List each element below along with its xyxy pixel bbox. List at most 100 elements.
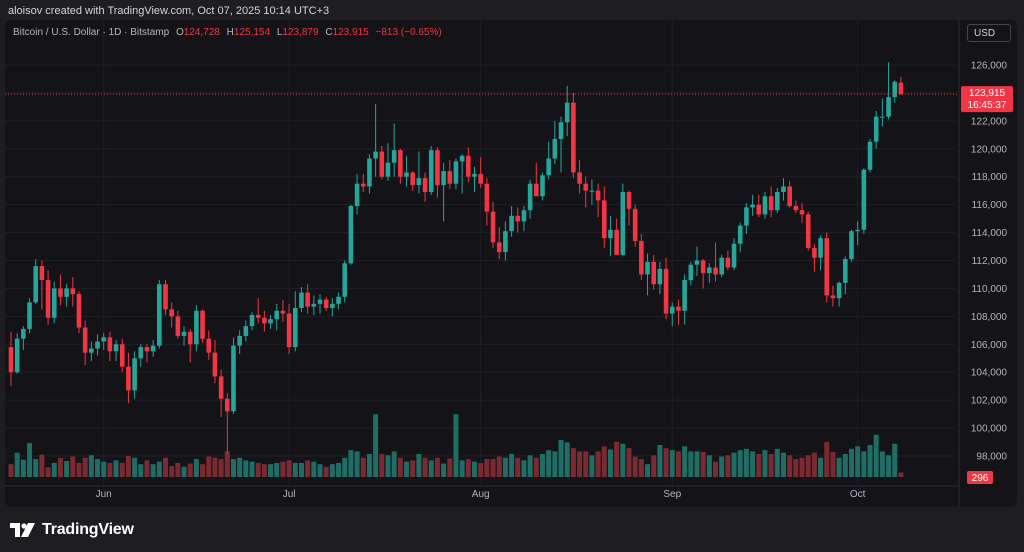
candle-body — [645, 261, 650, 275]
volume-bar — [756, 453, 762, 477]
candle-body — [286, 313, 292, 348]
volume-bar — [527, 455, 533, 477]
legend-high-label: H — [226, 27, 234, 38]
volume-bar — [286, 460, 292, 477]
candle-body — [571, 102, 576, 173]
volume-bar — [675, 451, 681, 477]
volume-bar — [855, 446, 861, 477]
candle-body — [608, 229, 613, 239]
candle-body — [169, 309, 174, 317]
volume-bar — [249, 461, 255, 477]
volume-bar — [20, 459, 26, 477]
volume-bar — [570, 448, 576, 477]
candle-body — [274, 310, 280, 320]
candle-body — [867, 141, 873, 170]
candle-body — [589, 190, 595, 192]
candle-body — [595, 190, 601, 201]
candle-body — [280, 310, 286, 314]
y-tick-label: 102,000 — [971, 396, 1008, 407]
candle-body — [453, 161, 459, 184]
candle-body — [311, 303, 317, 307]
candle-body — [64, 288, 69, 297]
volume-bar — [781, 452, 786, 477]
candle-body — [398, 150, 403, 177]
currency-button[interactable]: USD — [967, 24, 1011, 42]
volume-bar — [45, 467, 51, 477]
candle-body — [39, 266, 45, 281]
volume-bar — [669, 450, 675, 477]
candle-body — [478, 173, 483, 184]
volume-bar — [138, 464, 144, 477]
volume-bar — [163, 457, 168, 477]
volume-bar — [292, 462, 298, 477]
volume-bar — [638, 459, 644, 477]
candle-body — [509, 215, 514, 232]
volume-bar — [830, 452, 836, 477]
candle-body — [496, 242, 502, 253]
candle-body — [824, 238, 830, 296]
volume-bar — [88, 455, 94, 477]
candle-body — [187, 331, 193, 345]
volume-bar — [132, 457, 138, 477]
candle-body — [379, 151, 385, 177]
candle-body — [76, 294, 82, 328]
volume-bar — [713, 461, 719, 477]
candle-body — [212, 352, 218, 377]
candle-body — [577, 172, 582, 184]
candle-body — [657, 268, 663, 285]
volume-bar — [385, 455, 391, 477]
volume-bar — [459, 460, 465, 477]
price-chart[interactable]: 126,000124,000122,000120,000118,000116,0… — [5, 20, 1017, 507]
volume-bar — [546, 450, 552, 477]
candle-body — [299, 292, 304, 308]
volume-bar — [237, 457, 243, 477]
chart-panel[interactable]: 126,000124,000122,000120,000118,000116,0… — [5, 20, 1017, 507]
volume-bar — [768, 453, 774, 477]
volume-bar — [373, 414, 379, 477]
volume-bar — [811, 452, 817, 477]
candle-body — [101, 337, 106, 342]
y-tick-label: 126,000 — [971, 60, 1008, 71]
legend-open-label: O — [175, 27, 184, 38]
y-tick-label: 120,000 — [971, 144, 1008, 155]
volume-bar — [175, 462, 181, 477]
volume-bar — [323, 466, 329, 477]
volume-bar — [682, 446, 688, 477]
volume-bar — [502, 457, 508, 477]
candle-body — [861, 169, 867, 230]
candle-body — [354, 183, 360, 207]
candle-body — [422, 178, 428, 193]
symbol-legend: Bitcoin / U.S. Dollar · 1D · Bitstamp O1… — [13, 27, 442, 38]
y-tick-label: 114,000 — [972, 228, 1008, 239]
volume-tag-value: 296 — [972, 473, 989, 484]
candle-body — [886, 97, 891, 117]
candle-body — [132, 358, 137, 391]
volume-bar — [688, 451, 694, 477]
candle-body — [719, 257, 724, 275]
candle-body — [546, 158, 551, 176]
candle-body — [805, 214, 811, 248]
x-tick-label: Jul — [283, 489, 296, 500]
volume-bar — [70, 456, 76, 477]
volume-bar — [601, 446, 607, 477]
candle-body — [521, 210, 527, 222]
volume-bar — [144, 460, 150, 477]
candle-body — [707, 267, 712, 274]
volume-bar — [212, 457, 218, 477]
volume-bar — [805, 455, 811, 477]
candle-body — [725, 257, 731, 268]
candle-body — [744, 207, 749, 226]
volume-bar — [317, 464, 323, 477]
candle-body — [8, 347, 14, 373]
volume-bar — [348, 450, 354, 477]
volume-bar — [583, 451, 589, 477]
volume-bar — [39, 454, 45, 477]
candle-body — [830, 295, 836, 299]
candle-body — [614, 229, 619, 255]
volume-bar — [64, 461, 70, 477]
candle-body — [663, 268, 669, 314]
tradingview-brand[interactable]: TradingView — [10, 520, 134, 540]
y-tick-label: 108,000 — [971, 312, 1008, 323]
volume-bar — [453, 414, 459, 477]
attribution-header: aloisov created with TradingView.com, Oc… — [8, 5, 330, 17]
